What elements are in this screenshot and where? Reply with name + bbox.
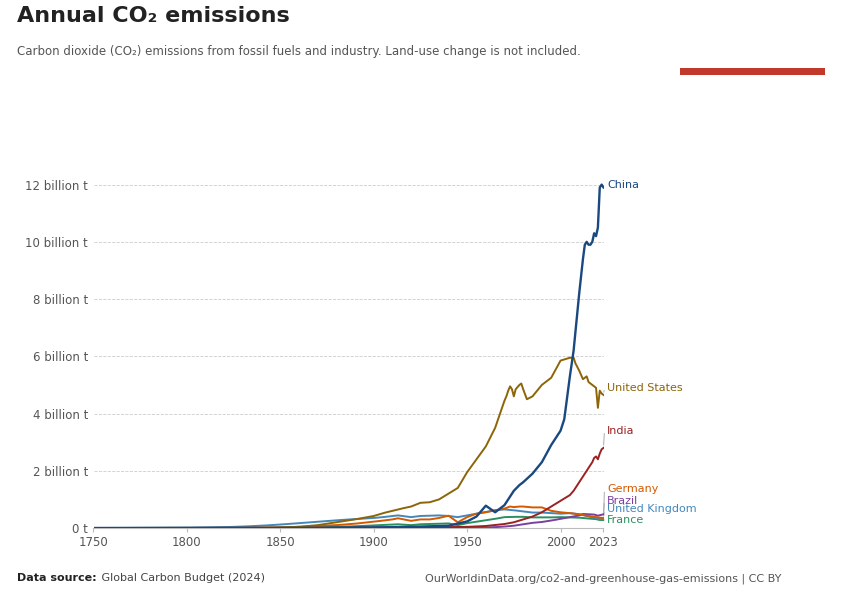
Text: China: China: [607, 179, 639, 190]
Text: OurWorldinData.org/co2-and-greenhouse-gas-emissions | CC BY: OurWorldinData.org/co2-and-greenhouse-ga…: [425, 573, 781, 583]
Text: India: India: [607, 426, 635, 436]
Bar: [680, 68, 824, 75]
Text: Carbon dioxide (CO₂) emissions from fossil fuels and industry. Land-use change i: Carbon dioxide (CO₂) emissions from foss…: [17, 45, 581, 58]
Text: United Kingdom: United Kingdom: [607, 505, 697, 514]
Text: in Data: in Data: [731, 46, 774, 56]
Text: Annual CO₂ emissions: Annual CO₂ emissions: [17, 6, 290, 26]
Text: Our World: Our World: [722, 29, 782, 40]
Text: Germany: Germany: [607, 484, 659, 494]
Text: United States: United States: [607, 383, 683, 393]
Text: France: France: [607, 515, 644, 525]
Text: Data source:: Data source:: [17, 573, 97, 583]
Text: Brazil: Brazil: [607, 496, 638, 506]
Text: Global Carbon Budget (2024): Global Carbon Budget (2024): [98, 573, 264, 583]
